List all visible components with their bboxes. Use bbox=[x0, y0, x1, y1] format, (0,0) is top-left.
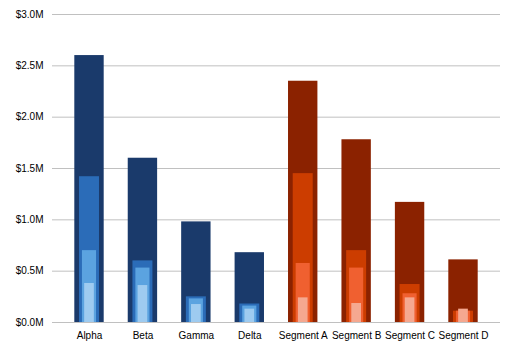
svg-text:Beta: Beta bbox=[133, 330, 154, 341]
svg-text:$3.0M: $3.0M bbox=[16, 9, 44, 20]
svg-text:Segment C: Segment C bbox=[385, 330, 435, 341]
svg-text:$0.5M: $0.5M bbox=[16, 265, 44, 276]
svg-text:Delta: Delta bbox=[238, 330, 262, 341]
svg-text:Segment B: Segment B bbox=[332, 330, 382, 341]
svg-text:$0.0M: $0.0M bbox=[16, 317, 44, 328]
svg-text:$1.0M: $1.0M bbox=[16, 214, 44, 225]
svg-text:$2.0M: $2.0M bbox=[16, 111, 44, 122]
svg-text:$2.5M: $2.5M bbox=[16, 60, 44, 71]
svg-text:$1.5M: $1.5M bbox=[16, 163, 44, 174]
svg-text:Gamma: Gamma bbox=[179, 330, 215, 341]
svg-text:Segment A: Segment A bbox=[279, 330, 328, 341]
svg-text:Alpha: Alpha bbox=[77, 330, 103, 341]
svg-text:Segment D: Segment D bbox=[438, 330, 488, 341]
